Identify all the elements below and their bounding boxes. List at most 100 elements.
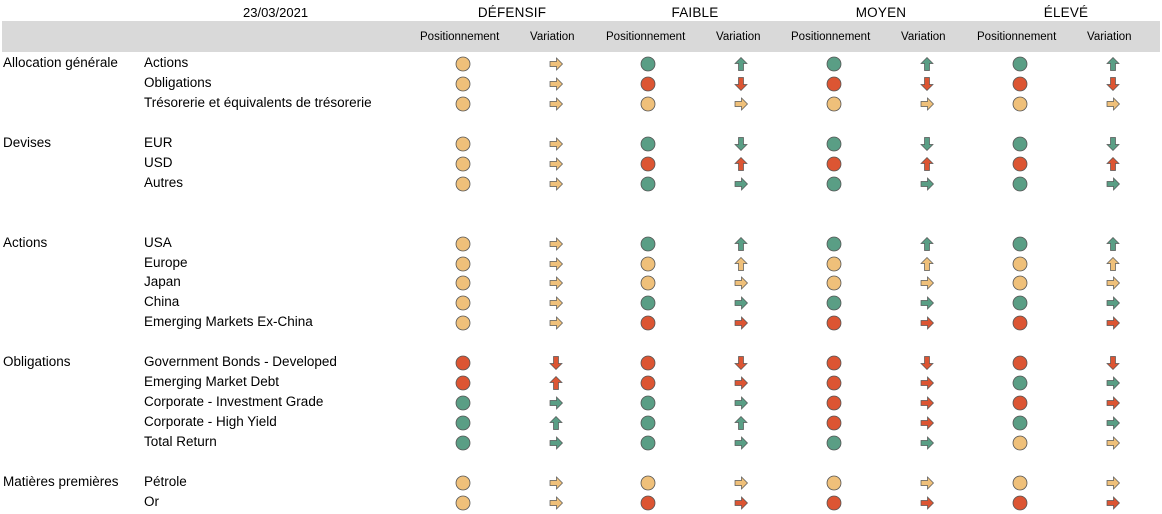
positioning-neutral-circle-icon (640, 275, 656, 291)
positioning-negative-circle-icon (1012, 355, 1028, 371)
variation-up-arrow-icon (1105, 56, 1121, 72)
category-label: Matières premières (3, 474, 119, 489)
variation-right-arrow-icon (733, 96, 749, 112)
positioning-positive-circle-icon (826, 236, 842, 252)
positioning-positive-circle-icon (1012, 415, 1028, 431)
variation-right-arrow-icon (548, 176, 564, 192)
positioning-negative-circle-icon (640, 156, 656, 172)
positioning-neutral-circle-icon (640, 96, 656, 112)
variation-right-arrow-icon (548, 435, 564, 451)
variation-up-arrow-icon (733, 256, 749, 272)
variation-right-arrow-icon (919, 295, 935, 311)
positioning-positive-circle-icon (455, 395, 471, 411)
variation-right-arrow-icon (733, 176, 749, 192)
variation-down-arrow-icon (919, 76, 935, 92)
positioning-positive-circle-icon (640, 236, 656, 252)
profile-defensif: DÉFENSIF (477, 5, 547, 20)
asset-label: Obligations (144, 75, 212, 90)
positioning-neutral-circle-icon (455, 136, 471, 152)
variation-down-arrow-icon (733, 76, 749, 92)
profile-moyen: MOYEN (855, 5, 907, 20)
asset-label: Emerging Markets Ex-China (144, 314, 313, 329)
positioning-negative-circle-icon (826, 495, 842, 511)
table-row: Allocation générale Actions (0, 54, 1162, 74)
variation-right-arrow-icon (733, 275, 749, 291)
table-header: 23/03/2021 DÉFENSIF FAIBLE MOYEN ÉLEVÉ P… (0, 0, 1162, 52)
positioning-positive-circle-icon (1012, 176, 1028, 192)
variation-down-arrow-icon (733, 136, 749, 152)
variation-right-arrow-icon (1105, 495, 1121, 511)
positioning-neutral-circle-icon (455, 76, 471, 92)
table-row: Japan (0, 273, 1162, 293)
positioning-negative-circle-icon (826, 415, 842, 431)
asset-label: USA (144, 235, 172, 250)
category-label: Obligations (3, 354, 71, 369)
asset-label: EUR (144, 135, 173, 150)
variation-right-arrow-icon (919, 176, 935, 192)
positioning-positive-circle-icon (640, 136, 656, 152)
positioning-neutral-circle-icon (826, 475, 842, 491)
table-row: Emerging Market Debt (0, 373, 1162, 393)
variation-right-arrow-icon (733, 435, 749, 451)
variation-up-arrow-icon (548, 415, 564, 431)
variation-up-arrow-icon (919, 156, 935, 172)
variation-right-arrow-icon (919, 415, 935, 431)
variation-right-arrow-icon (548, 315, 564, 331)
variation-up-arrow-icon (1105, 156, 1121, 172)
variation-right-arrow-icon (1105, 375, 1121, 391)
positioning-negative-circle-icon (1012, 395, 1028, 411)
subheader-band (2, 21, 1160, 52)
variation-right-arrow-icon (919, 395, 935, 411)
subcol-positionnement-3: Positionnement (791, 31, 871, 43)
category-label: Devises (3, 135, 52, 150)
positioning-negative-circle-icon (1012, 76, 1028, 92)
positioning-negative-circle-icon (1012, 315, 1028, 331)
positioning-neutral-circle-icon (455, 236, 471, 252)
table-row: Total Return (0, 433, 1162, 453)
variation-right-arrow-icon (919, 96, 935, 112)
profile-faible: FAIBLE (671, 5, 719, 20)
positioning-neutral-circle-icon (455, 156, 471, 172)
positioning-negative-circle-icon (826, 375, 842, 391)
variation-right-arrow-icon (548, 56, 564, 72)
asset-label: Europe (144, 255, 188, 270)
positioning-negative-circle-icon (826, 395, 842, 411)
variation-up-arrow-icon (548, 375, 564, 391)
positioning-positive-circle-icon (640, 295, 656, 311)
positioning-neutral-circle-icon (1012, 256, 1028, 272)
positioning-neutral-circle-icon (455, 96, 471, 112)
positioning-positive-circle-icon (826, 136, 842, 152)
table-row: Trésorerie et équivalents de trésorerie (0, 94, 1162, 114)
table-row: Actions USA (0, 234, 1162, 254)
positioning-neutral-circle-icon (455, 495, 471, 511)
subcol-variation-1: Variation (530, 31, 575, 43)
positioning-positive-circle-icon (1012, 136, 1028, 152)
variation-right-arrow-icon (733, 295, 749, 311)
positioning-positive-circle-icon (640, 56, 656, 72)
positioning-positive-circle-icon (640, 176, 656, 192)
asset-label: Corporate - Investment Grade (144, 394, 324, 409)
variation-right-arrow-icon (548, 76, 564, 92)
category-label: Actions (3, 235, 48, 250)
variation-right-arrow-icon (1105, 415, 1121, 431)
table-row: China (0, 293, 1162, 313)
positioning-positive-circle-icon (1012, 375, 1028, 391)
asset-label: China (144, 294, 180, 309)
variation-right-arrow-icon (919, 495, 935, 511)
variation-right-arrow-icon (919, 435, 935, 451)
positioning-neutral-circle-icon (455, 256, 471, 272)
positioning-neutral-circle-icon (455, 475, 471, 491)
variation-right-arrow-icon (1105, 176, 1121, 192)
positioning-negative-circle-icon (826, 355, 842, 371)
variation-down-arrow-icon (919, 355, 935, 371)
positioning-neutral-circle-icon (826, 256, 842, 272)
positioning-positive-circle-icon (826, 435, 842, 451)
variation-right-arrow-icon (919, 275, 935, 291)
positioning-positive-circle-icon (826, 56, 842, 72)
asset-label: Trésorerie et équivalents de trésorerie (144, 95, 372, 110)
table-row: USD (0, 154, 1162, 174)
positioning-negative-circle-icon (455, 355, 471, 371)
table-row: Corporate - High Yield (0, 413, 1162, 433)
positioning-positive-circle-icon (455, 415, 471, 431)
